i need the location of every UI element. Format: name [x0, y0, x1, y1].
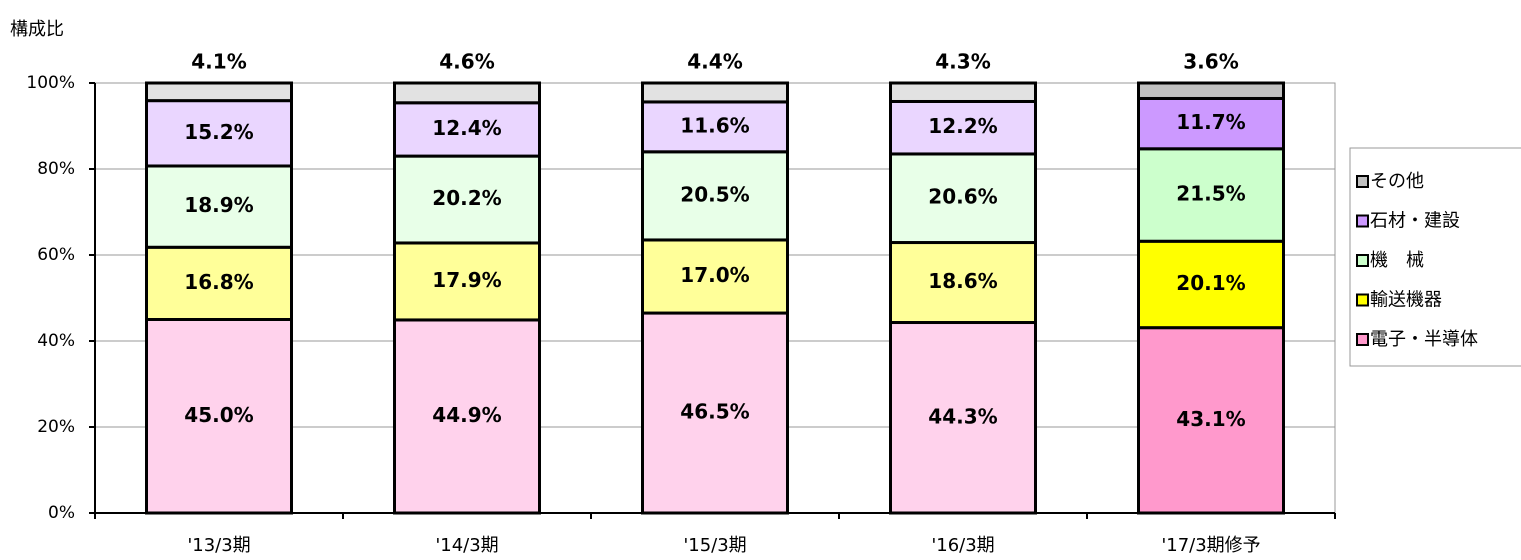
bar-segment	[889, 81, 1037, 103]
data-label: 18.6%	[928, 269, 997, 293]
y-tick-label: 0%	[48, 503, 75, 523]
data-label: 11.6%	[680, 113, 749, 137]
data-label: 45.0%	[184, 403, 253, 427]
x-tick-label: '15/3期	[683, 535, 746, 556]
data-label: 3.6%	[1183, 50, 1238, 74]
x-tick-label: '17/3期修予	[1161, 535, 1260, 556]
data-label: 17.0%	[680, 263, 749, 287]
legend-swatch	[1356, 175, 1369, 188]
data-label: 12.2%	[928, 114, 997, 138]
bar-segment	[889, 152, 1037, 245]
legend-swatch	[1356, 333, 1369, 346]
data-label: 17.9%	[432, 268, 501, 292]
bar-segment	[641, 100, 789, 154]
legend-box	[1349, 147, 1521, 367]
data-label: 4.4%	[687, 50, 742, 74]
y-tick-label: 40%	[37, 331, 75, 351]
y-tick-label: 20%	[37, 417, 75, 437]
data-label: 21.5%	[1176, 182, 1245, 206]
legend-label: 機 械	[1370, 250, 1424, 271]
data-label: 20.6%	[928, 185, 997, 209]
y-axis-label: 構成比	[10, 19, 64, 40]
legend-label: 石材・建設	[1370, 211, 1460, 232]
bar-segment	[1137, 81, 1285, 100]
data-label: 44.9%	[432, 403, 501, 427]
bar-segment	[393, 81, 541, 105]
data-label: 44.3%	[928, 404, 997, 428]
y-tick-label: 100%	[26, 73, 75, 93]
bar-segment	[641, 150, 789, 242]
bar-segment	[393, 318, 541, 515]
y-tick-label: 80%	[37, 159, 75, 179]
x-tick-label: '13/3期	[187, 535, 250, 556]
bar-segment	[145, 164, 293, 249]
data-label: 4.6%	[439, 50, 494, 74]
x-tick-label: '14/3期	[435, 535, 498, 556]
data-label: 43.1%	[1176, 407, 1245, 431]
bar-segment	[145, 99, 293, 168]
data-label: 4.3%	[935, 50, 990, 74]
legend-label: 輸送機器	[1370, 290, 1442, 311]
data-label: 20.2%	[432, 186, 501, 210]
legend-swatch	[1356, 254, 1369, 267]
bar-segment	[1137, 239, 1285, 330]
data-label: 46.5%	[680, 400, 749, 424]
data-label: 18.9%	[184, 193, 253, 217]
bar-segment	[641, 311, 789, 515]
y-tick-label: 60%	[37, 245, 75, 265]
bar-segment	[1137, 326, 1285, 515]
data-label: 15.2%	[184, 120, 253, 144]
data-label: 4.1%	[191, 50, 246, 74]
bar-segment	[145, 318, 293, 515]
bar-segment	[889, 99, 1037, 156]
bar-segment	[1137, 96, 1285, 151]
bar-segment	[641, 81, 789, 104]
bar-segment	[889, 241, 1037, 325]
data-label: 11.7%	[1176, 110, 1245, 134]
bar-segment	[889, 321, 1037, 515]
legend-swatch	[1356, 293, 1369, 307]
legend-label: その他	[1370, 171, 1424, 192]
legend-swatch	[1356, 214, 1369, 228]
data-label: 20.5%	[680, 182, 749, 206]
data-label: 12.4%	[432, 116, 501, 140]
x-tick-label: '16/3期	[931, 535, 994, 556]
data-label: 16.8%	[184, 270, 253, 294]
bar-segment	[393, 154, 541, 245]
legend-label: 電子・半導体	[1370, 329, 1478, 350]
data-label: 20.1%	[1176, 271, 1245, 295]
bar-segment	[145, 81, 293, 103]
